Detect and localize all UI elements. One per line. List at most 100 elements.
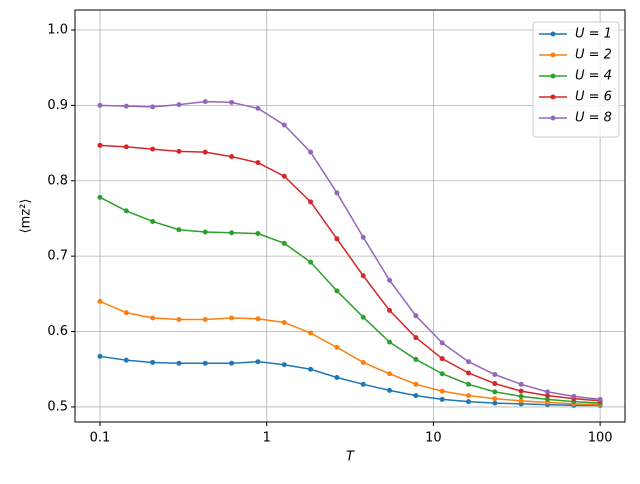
point — [413, 393, 419, 399]
point — [360, 314, 366, 320]
point — [202, 360, 208, 366]
point — [387, 339, 393, 345]
point — [334, 288, 340, 294]
legend-label: U = 4 — [575, 69, 612, 84]
legend-label: U = 1 — [575, 27, 612, 42]
point — [202, 316, 208, 322]
point — [123, 103, 129, 109]
point — [360, 359, 366, 365]
point — [413, 313, 419, 319]
point — [334, 344, 340, 350]
legend: U = 1 U = 2 U = 4 U = 6 U = 8 — [532, 21, 620, 138]
point — [387, 277, 393, 283]
point — [255, 160, 261, 166]
y-tick-label: 0.8 — [47, 173, 68, 188]
point — [544, 396, 550, 402]
point — [387, 307, 393, 313]
y-tick-label: 0.9 — [47, 98, 68, 113]
point — [150, 104, 156, 110]
point — [97, 142, 103, 148]
point — [518, 381, 524, 387]
point — [466, 370, 472, 376]
x-tick-label: 1 — [263, 431, 271, 446]
point — [571, 393, 577, 399]
point — [150, 359, 156, 365]
point — [123, 144, 129, 150]
y-axis-label: ⟨mz²⟩ — [19, 199, 34, 234]
x-tick-label: 10 — [425, 431, 442, 446]
point — [439, 388, 445, 394]
point — [308, 259, 314, 265]
point — [492, 372, 498, 378]
point — [229, 315, 235, 321]
point — [97, 298, 103, 304]
axes-frame — [74, 9, 626, 423]
point — [466, 393, 472, 399]
legend-label: U = 2 — [575, 48, 612, 63]
point — [360, 381, 366, 387]
point — [439, 340, 445, 346]
point — [387, 371, 393, 377]
point — [176, 316, 182, 322]
point — [439, 396, 445, 402]
point — [123, 357, 129, 363]
point — [466, 381, 472, 387]
point — [387, 387, 393, 393]
y-tick-label: 0.5 — [47, 399, 68, 414]
point — [202, 229, 208, 235]
point — [97, 194, 103, 200]
point — [518, 398, 524, 404]
plot-lines — [97, 99, 603, 408]
point — [466, 399, 472, 405]
point — [255, 316, 261, 322]
point — [255, 359, 261, 365]
legend-marker — [550, 115, 556, 121]
point — [97, 353, 103, 359]
point — [492, 381, 498, 387]
point — [308, 366, 314, 372]
point — [176, 227, 182, 233]
point — [597, 396, 603, 402]
point — [334, 236, 340, 242]
point — [176, 102, 182, 108]
legend-marker — [550, 52, 556, 58]
point — [202, 149, 208, 155]
point — [229, 99, 235, 105]
point — [518, 393, 524, 399]
point — [466, 359, 472, 365]
point — [413, 335, 419, 341]
point — [150, 146, 156, 152]
legend-marker — [550, 94, 556, 100]
point — [544, 389, 550, 395]
point — [150, 315, 156, 321]
point — [360, 234, 366, 240]
point — [308, 149, 314, 155]
x-tick-label: 100 — [588, 431, 613, 446]
point — [439, 356, 445, 362]
point — [281, 362, 287, 368]
point — [518, 388, 524, 394]
point — [492, 389, 498, 395]
series-line — [99, 355, 601, 407]
series-line — [99, 196, 601, 404]
point — [308, 199, 314, 205]
legend-label: U = 6 — [575, 90, 612, 105]
point — [281, 173, 287, 179]
ticks: 0.1 1 10 100 0.5 0.6 0.7 0.8 0.9 1.0 — [47, 22, 612, 445]
point — [202, 99, 208, 105]
point — [281, 122, 287, 128]
point — [413, 356, 419, 362]
legend-box — [532, 21, 620, 138]
point — [413, 381, 419, 387]
x-tick-label: 0.1 — [90, 431, 111, 446]
point — [176, 148, 182, 154]
point — [492, 400, 498, 406]
point — [150, 218, 156, 224]
point — [97, 102, 103, 108]
point — [281, 319, 287, 325]
point — [544, 393, 550, 399]
y-tick-label: 0.7 — [47, 249, 68, 264]
point — [229, 360, 235, 366]
series-line — [99, 100, 601, 401]
legend-label: U = 8 — [575, 111, 612, 126]
